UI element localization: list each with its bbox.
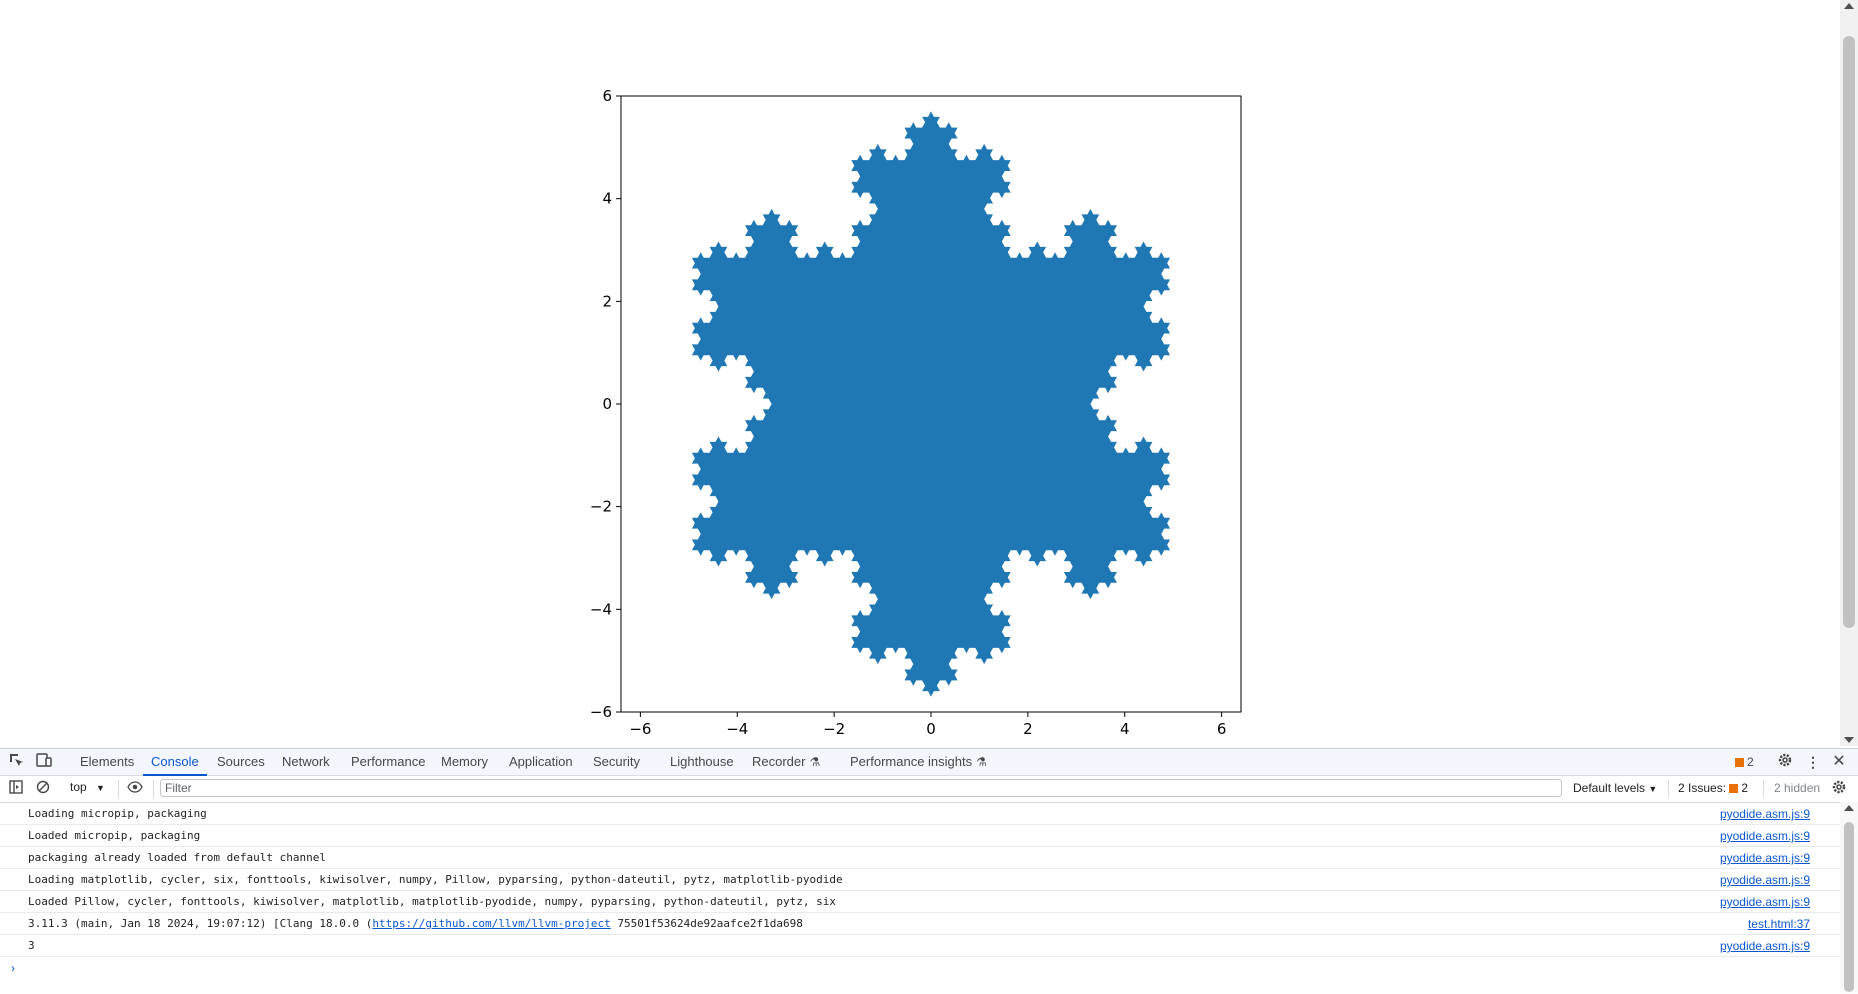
settings-gear-icon[interactable] <box>1775 752 1795 772</box>
y-tick-label: 0 <box>602 395 612 413</box>
flask-icon: ⚗ <box>809 755 821 769</box>
console-scrollbar[interactable] <box>1840 802 1858 993</box>
snowflake-area <box>691 111 1171 697</box>
scroll-up-icon[interactable] <box>1844 805 1854 811</box>
x-tick-label: −4 <box>726 720 748 738</box>
console-message-source[interactable]: pyodide.asm.js:9 <box>1719 807 1810 821</box>
console-message-text: Loading matplotlib, cycler, six, fonttoo… <box>28 873 843 886</box>
issue-flag-icon <box>1735 758 1744 767</box>
more-options-icon[interactable]: ⋮ <box>1806 754 1820 770</box>
version-text: 3.11.3 (main, Jan 18 2024, 19:07:12) [Cl… <box>28 917 373 930</box>
console-message-text: Loaded Pillow, cycler, fonttools, kiwiso… <box>28 895 836 908</box>
y-tick-label: 4 <box>602 190 612 208</box>
live-expression-eye-icon[interactable] <box>125 779 145 799</box>
tab-performance-insights-label: Performance insights <box>850 754 973 769</box>
y-tick-label: 2 <box>602 292 612 310</box>
devtools-panel: Elements Console Sources Network Perform… <box>0 748 1858 994</box>
tab-sources[interactable]: Sources <box>217 754 265 769</box>
issues-badge[interactable]: 2 <box>1735 749 1754 775</box>
scrollbar-thumb[interactable] <box>1843 36 1855 628</box>
chevron-down-icon: ▼ <box>1648 784 1658 794</box>
y-tick-label: −4 <box>590 600 612 618</box>
issue-flag-icon <box>1729 784 1739 793</box>
issues-label: 2 Issues: <box>1678 781 1727 795</box>
hidden-messages-count: 2 hidden <box>1774 781 1821 795</box>
filter-input[interactable]: Filter <box>160 779 1562 797</box>
console-message-source[interactable]: pyodide.asm.js:9 <box>1719 829 1810 843</box>
toolbar-divider <box>1763 780 1764 798</box>
console-message-text: Loaded micropip, packaging <box>28 829 201 842</box>
y-tick-label: 6 <box>602 87 612 105</box>
console-message-source[interactable]: pyodide.asm.js:9 <box>1719 851 1810 865</box>
tab-performance-insights[interactable]: Performance insights ⚗ <box>850 749 987 775</box>
log-levels-label: Default levels <box>1573 781 1646 795</box>
console-message: Loaded micropip, packaging pyodide.asm.j… <box>0 825 1840 847</box>
console-log: Loading micropip, packaging pyodide.asm.… <box>0 803 1840 994</box>
console-message-source[interactable]: pyodide.asm.js:9 <box>1719 939 1810 953</box>
scroll-down-icon[interactable] <box>1844 737 1854 743</box>
console-message: Loading matplotlib, cycler, six, fonttoo… <box>0 869 1840 891</box>
console-message-source[interactable]: pyodide.asm.js:9 <box>1719 895 1810 909</box>
y-tick-label: −6 <box>590 703 612 721</box>
x-tick-label: −6 <box>629 720 651 738</box>
x-tick-label: 0 <box>926 720 936 738</box>
toolbar-divider <box>153 780 154 798</box>
toolbar-divider <box>118 780 119 798</box>
issues-counter[interactable]: 2 Issues: 2 <box>1678 781 1748 795</box>
tab-console[interactable]: Console <box>143 749 207 776</box>
close-icon[interactable]: ✕ <box>1832 753 1846 770</box>
tab-security[interactable]: Security <box>593 754 640 769</box>
console-toolbar: top ▼ Filter Default levels ▼ 2 Issues: … <box>0 776 1858 803</box>
console-message-source[interactable]: test.html:37 <box>1747 917 1810 931</box>
console-message-text: Loading micropip, packaging <box>28 807 207 820</box>
sidebar-toggle-icon[interactable] <box>6 779 26 799</box>
x-axis-ticks: −6 −4 −2 0 2 4 6 <box>629 712 1226 738</box>
llvm-project-link[interactable]: https://github.com/llvm/llvm-project <box>372 917 611 930</box>
page-viewport: −6 −4 −2 0 2 4 6 6 4 2 0 −2 −4 −6 <box>589 87 1242 738</box>
console-message-source[interactable]: pyodide.asm.js:9 <box>1719 873 1810 887</box>
console-message-text: packaging already loaded from default ch… <box>28 851 327 864</box>
inspect-element-icon[interactable] <box>6 752 26 772</box>
issues-badge-count: 2 <box>1747 755 1754 769</box>
flask-icon: ⚗ <box>976 755 987 769</box>
scrollbar-thumb[interactable] <box>1844 822 1854 992</box>
tab-lighthouse[interactable]: Lighthouse <box>670 754 734 769</box>
commit-hash-text: 75501f53624de92aafce2f1da698 <box>610 917 803 930</box>
chevron-down-icon: ▼ <box>96 783 105 793</box>
toolbar-divider <box>1668 780 1669 798</box>
issues-count: 2 <box>1741 781 1749 795</box>
tab-elements[interactable]: Elements <box>80 754 135 769</box>
x-tick-label: 6 <box>1217 720 1227 738</box>
clear-console-icon[interactable] <box>33 779 53 799</box>
device-toolbar-icon[interactable] <box>34 752 54 772</box>
console-settings-gear-icon[interactable] <box>1829 779 1849 799</box>
y-tick-label: −2 <box>590 498 612 516</box>
tab-application[interactable]: Application <box>509 754 573 769</box>
tab-recorder-label: Recorder <box>752 754 806 769</box>
console-message: 3.11.3 (main, Jan 18 2024, 19:07:12) [Cl… <box>0 913 1840 935</box>
console-message: Loaded Pillow, cycler, fonttools, kiwiso… <box>0 891 1840 913</box>
x-tick-label: 2 <box>1023 720 1033 738</box>
console-prompt[interactable]: › <box>11 961 15 975</box>
koch-snowflake-chart: −6 −4 −2 0 2 4 6 6 4 2 0 −2 −4 −6 <box>590 87 1242 738</box>
y-axis-ticks: 6 4 2 0 −2 −4 −6 <box>590 87 621 721</box>
log-levels-dropdown[interactable]: Default levels ▼ <box>1573 781 1657 795</box>
x-tick-label: 4 <box>1120 720 1130 738</box>
tab-performance[interactable]: Performance <box>351 754 426 769</box>
scroll-up-icon[interactable] <box>1844 3 1854 9</box>
x-tick-label: −2 <box>823 720 845 738</box>
console-message: packaging already loaded from default ch… <box>0 847 1840 869</box>
context-label: top <box>70 780 87 794</box>
console-message-text: 3.11.3 (main, Jan 18 2024, 19:07:12) [Cl… <box>28 917 803 930</box>
tab-recorder[interactable]: Recorder ⚗ <box>752 749 820 775</box>
console-message: Loading micropip, packaging pyodide.asm.… <box>0 803 1840 825</box>
tab-network[interactable]: Network <box>282 754 330 769</box>
devtools-tabbar: Elements Console Sources Network Perform… <box>0 749 1858 776</box>
console-message-text: 3 <box>28 939 35 952</box>
tab-memory[interactable]: Memory <box>441 754 488 769</box>
page-scrollbar[interactable] <box>1840 0 1858 746</box>
context-selector[interactable]: top ▼ <box>70 780 105 794</box>
console-message: 3 pyodide.asm.js:9 <box>0 935 1840 957</box>
